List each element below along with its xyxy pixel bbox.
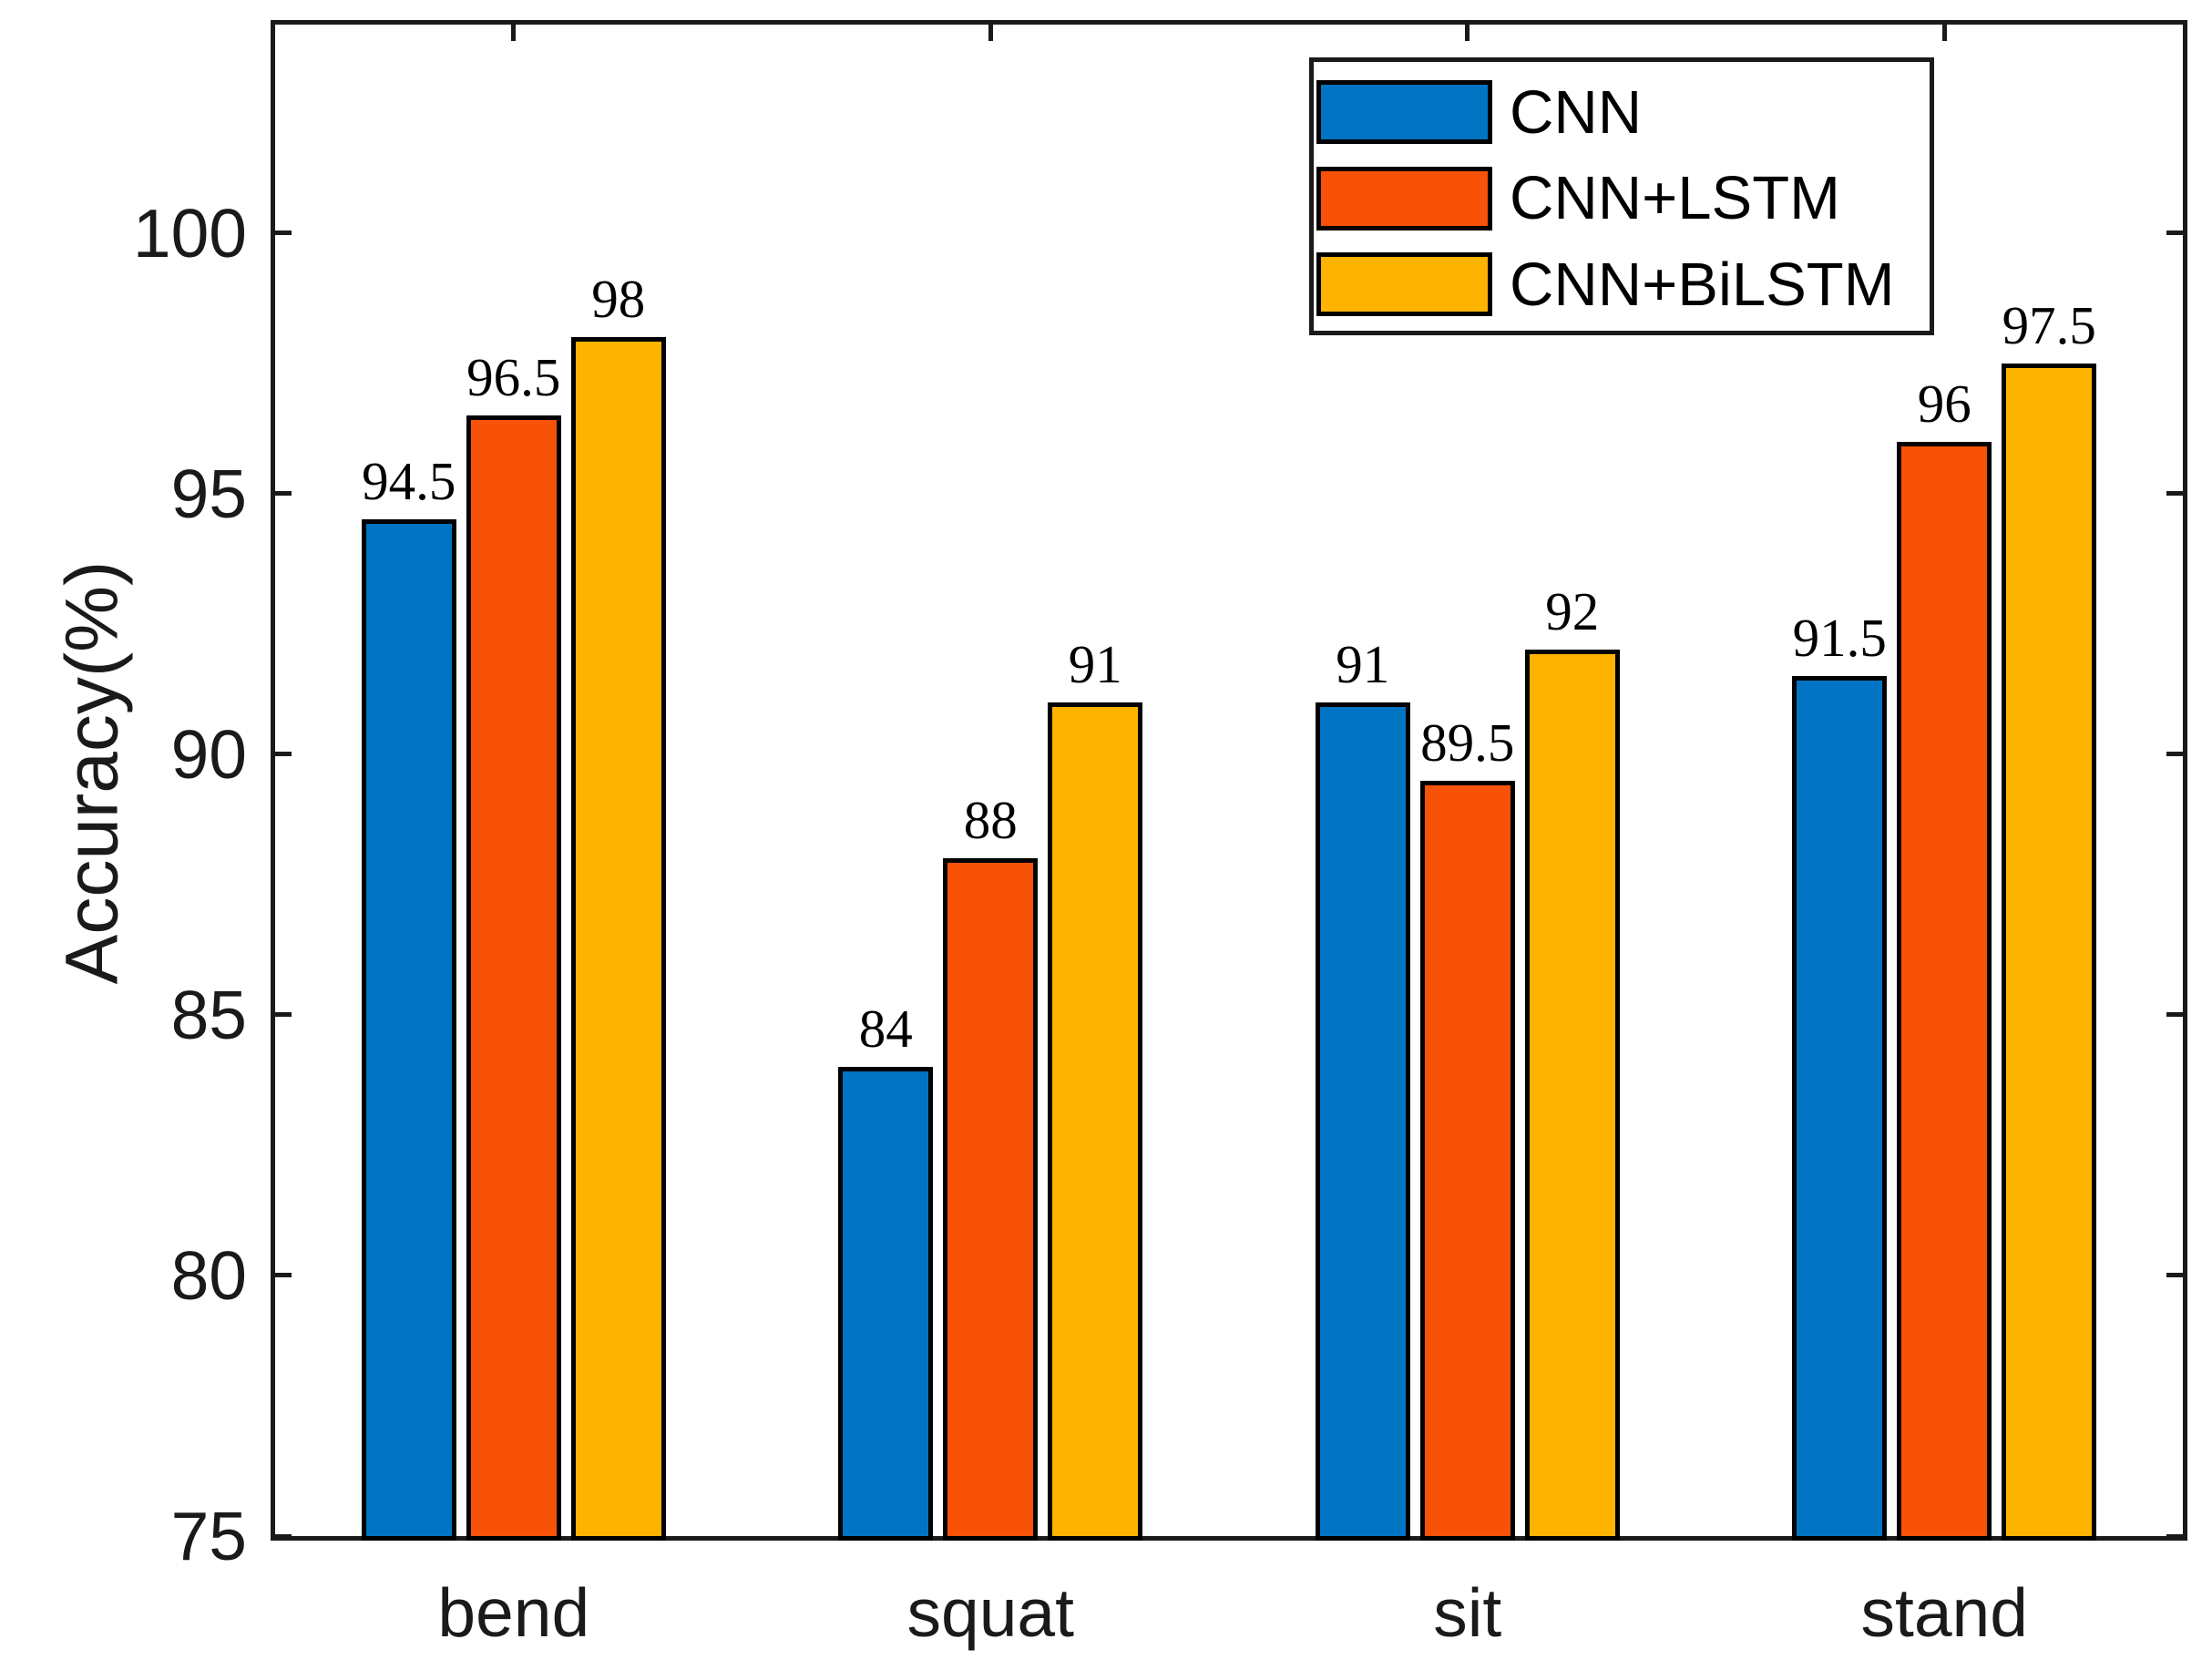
x-tick-mark-top [1465, 25, 1470, 41]
y-tick-label: 75 [170, 1498, 247, 1574]
legend-swatch [1316, 252, 1492, 316]
plot-area: 94.5 96.5 98 84 88 91 91 89.5 92 91.5 96 97.5 CNN CNN… [271, 20, 2187, 1541]
y-tick-mark-left [275, 1012, 292, 1018]
legend-label: CNN+BiLSTM [1510, 250, 1895, 319]
bar [1897, 441, 1992, 1541]
bar-value-label: 89.5 [1420, 712, 1515, 773]
bar [1792, 676, 1888, 1541]
bar [1048, 702, 1143, 1541]
x-tick-mark-top [988, 25, 993, 41]
legend: CNN CNN+LSTM CNN+BiLSTM [1309, 57, 1934, 335]
bar-value-label: 98 [591, 269, 646, 330]
bar-value-label: 91.5 [1792, 608, 1887, 669]
bar-value-label: 84 [858, 999, 913, 1060]
x-tick-mark-top [1941, 25, 1947, 41]
bar-value-label: 91 [1068, 633, 1122, 694]
bar-value-label: 96 [1917, 373, 1971, 434]
bar [838, 1067, 934, 1541]
legend-label: CNN+LSTM [1510, 164, 1840, 232]
bar [2002, 363, 2097, 1541]
bar-value-label: 97.5 [2002, 294, 2096, 355]
x-category-label: bend [437, 1574, 590, 1651]
bar-value-label: 94.5 [362, 451, 456, 512]
bar-value-label: 88 [963, 790, 1018, 851]
x-tick-mark-top [511, 25, 517, 41]
bar [943, 858, 1039, 1541]
x-category-label: squat [906, 1574, 1074, 1651]
y-tick-label: 85 [170, 976, 247, 1053]
y-tick-mark-left [275, 752, 292, 757]
x-category-label: sit [1433, 1574, 1502, 1651]
y-tick-mark-right [2166, 1012, 2183, 1018]
bar [466, 415, 561, 1541]
y-tick-mark-right [2166, 231, 2183, 236]
y-tick-mark-left [275, 491, 292, 497]
x-category-label: stand [1860, 1574, 2028, 1651]
bar [361, 519, 456, 1541]
bar [570, 337, 666, 1541]
y-tick-mark-left [275, 1273, 292, 1278]
y-tick-label: 95 [170, 455, 247, 532]
legend-label: CNN [1510, 77, 1643, 147]
y-tick-mark-left [275, 231, 292, 236]
bar-value-label: 96.5 [466, 347, 561, 408]
y-tick-mark-left [275, 1533, 292, 1539]
y-tick-label: 100 [132, 194, 247, 272]
bar-value-label: 92 [1545, 581, 1600, 642]
bar [1419, 780, 1515, 1541]
bar-value-label: 91 [1336, 633, 1390, 694]
y-tick-mark-right [2166, 491, 2183, 497]
legend-swatch [1316, 166, 1492, 231]
y-tick-label: 90 [170, 715, 247, 793]
y-tick-mark-right [2166, 752, 2183, 757]
bar [1524, 650, 1620, 1541]
y-tick-mark-right [2166, 1273, 2183, 1278]
bar [1315, 702, 1410, 1541]
legend-swatch [1316, 80, 1492, 144]
y-tick-label: 80 [170, 1236, 247, 1314]
y-tick-mark-right [2166, 1533, 2183, 1539]
